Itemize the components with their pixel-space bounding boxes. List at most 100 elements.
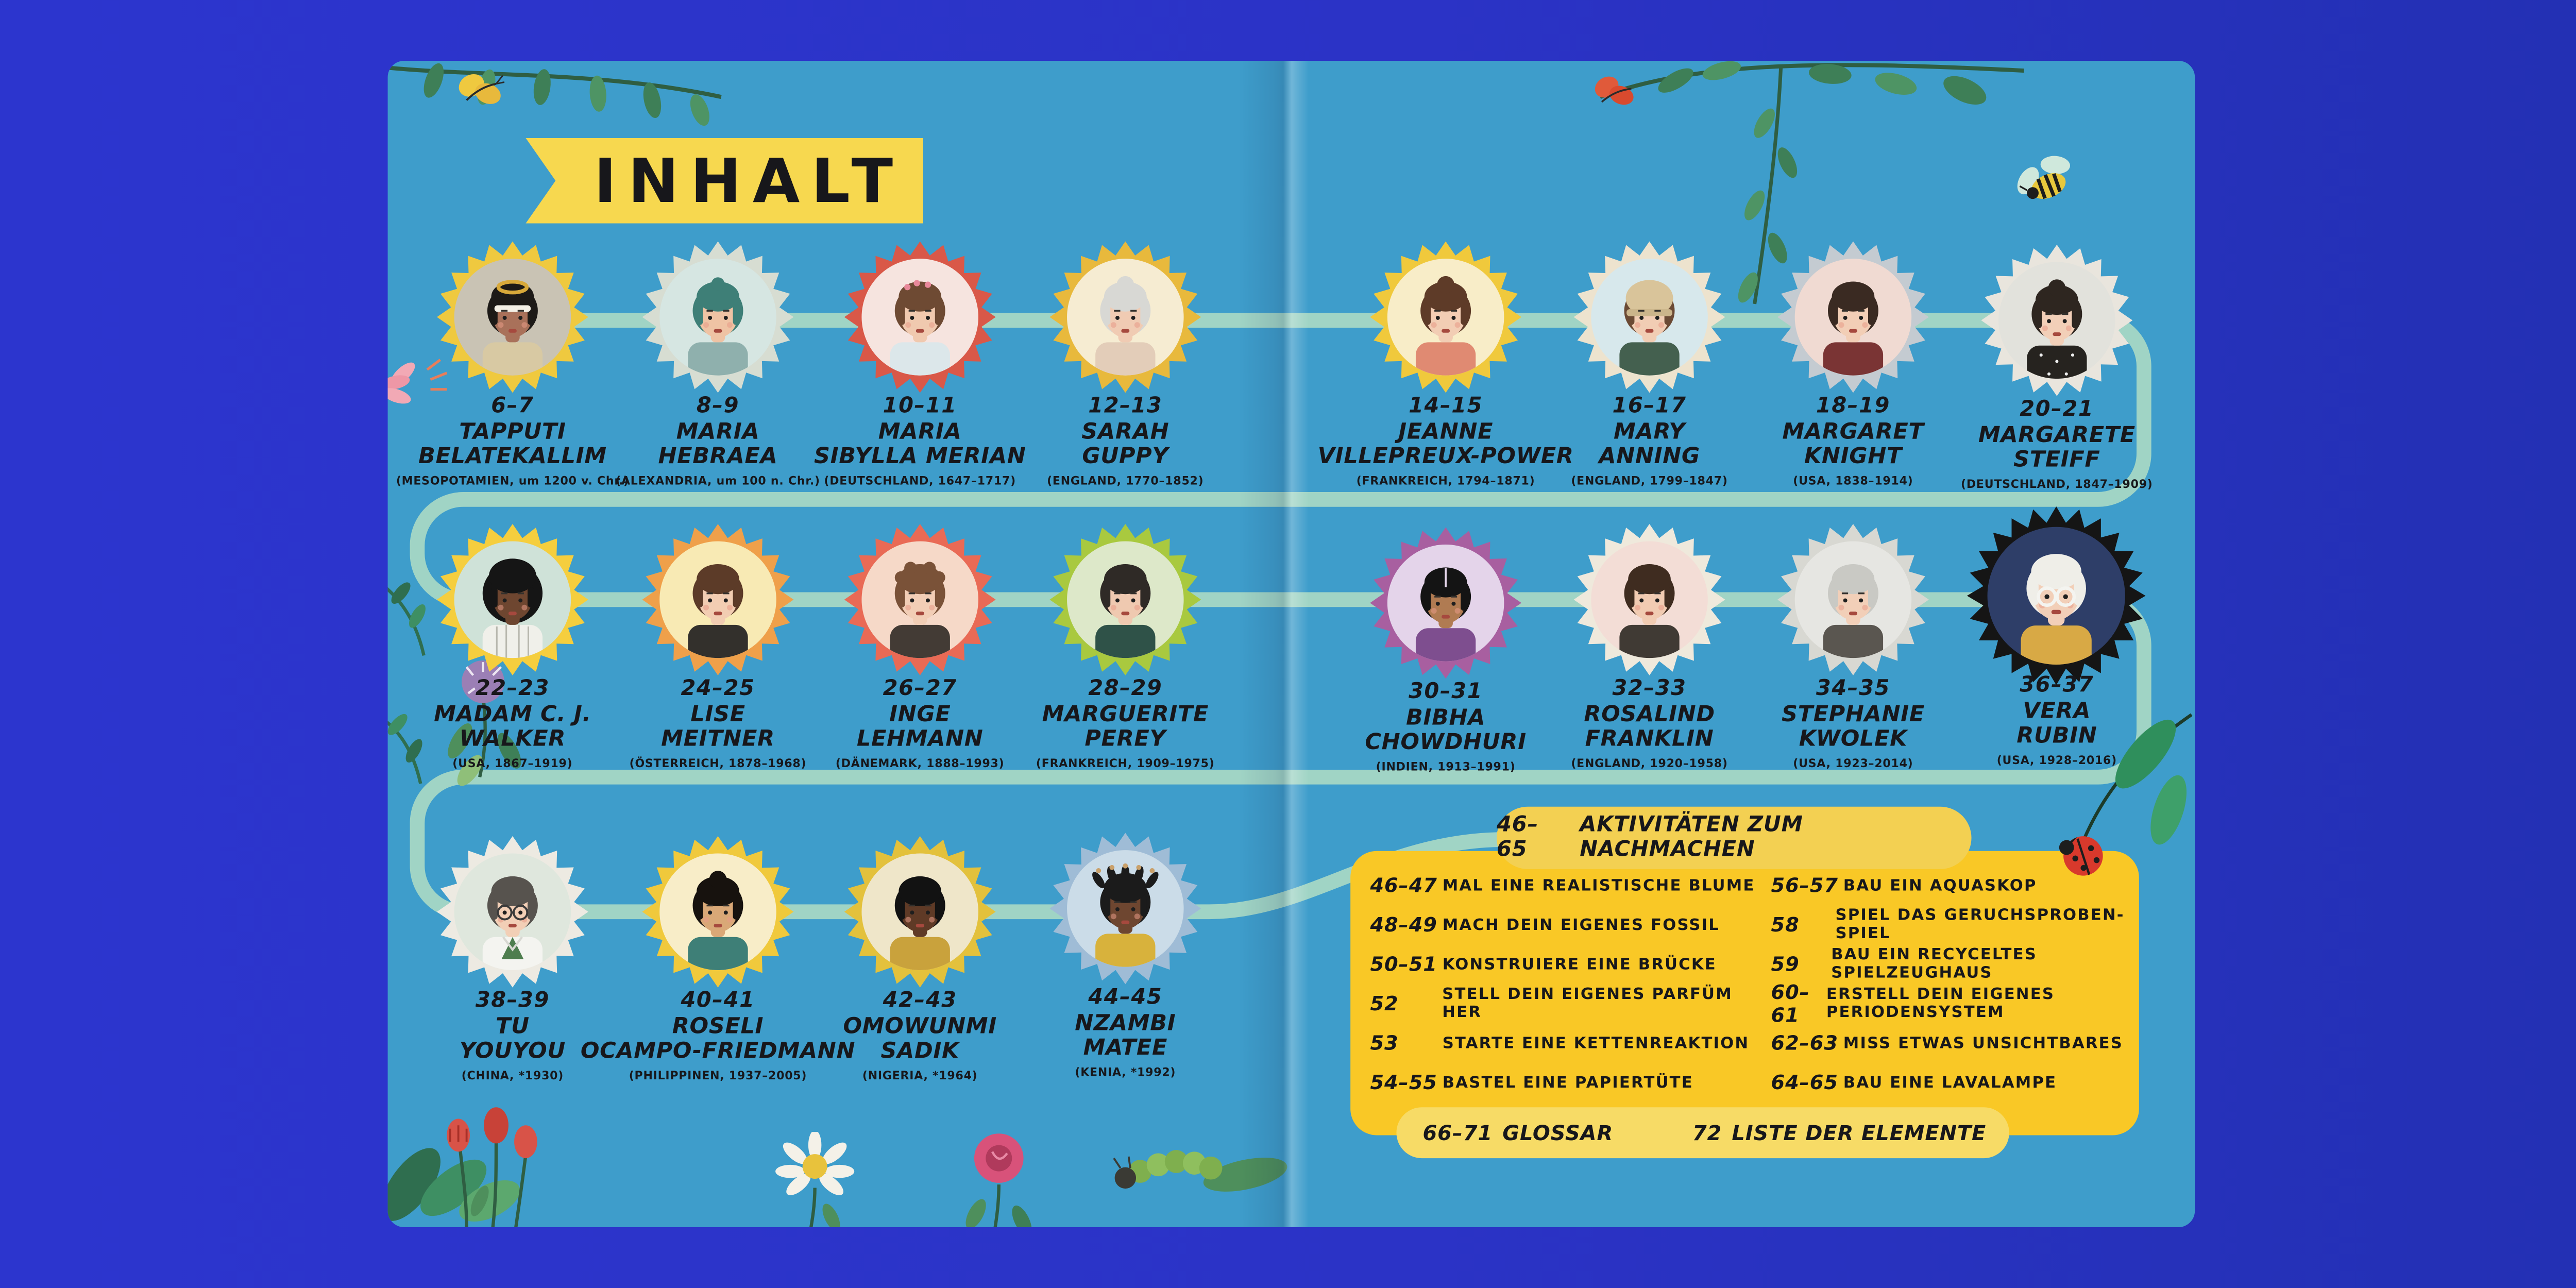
toc-entry-text: 22–23 MADAM C. J. WALKER (USA, 1867–1919) <box>388 677 669 770</box>
toc-name: TAPPUTI BELATEKALLIM <box>418 419 607 470</box>
glossar-label: GLOSSAR <box>1502 1120 1614 1145</box>
activity-title: BAU EINE LAVALAMPE <box>1843 1073 2057 1092</box>
activity-title: MACH DEIN EIGENES FOSSIL <box>1442 916 1720 934</box>
yellow-butterfly <box>459 74 505 104</box>
activity-pages: 46–47 <box>1370 874 1437 897</box>
toc-entry-portrait <box>1367 238 1524 402</box>
activity-row: 48–49 MACH DEIN EIGENES FOSSIL <box>1370 905 1777 945</box>
toc-pages: 42–43 <box>883 989 957 1014</box>
ladybug <box>2059 836 2103 876</box>
caterpillar-body <box>1113 1150 1223 1189</box>
activity-title: SPIEL DAS GERUCHSPROBEN-SPIEL <box>1835 907 2125 943</box>
toc-pages: 24–25 <box>681 676 755 702</box>
activity-pages: 52 <box>1370 992 1399 1015</box>
toc-entry-text: 20–21 MARGARETE STEIFF (DEUTSCHLAND, 1847–1… <box>1901 398 2195 490</box>
toc-entry-text: 24–25 LISE MEITNER (ÖSTERREICH, 1878–1968) <box>562 677 874 770</box>
toc-entry-text: 42–43 OMOWUNMI SADIK (NIGERIA, *1964) <box>764 989 1076 1082</box>
toc-pages: 16–17 <box>1612 394 1687 419</box>
toc-name: ROSALIND FRANKLIN <box>1584 701 1715 753</box>
toc-caption: (ENGLAND, 1770–1852) <box>1047 473 1204 487</box>
portrait-medallion-icon <box>1049 241 1201 393</box>
activity-title: BAU EIN AQUASKOP <box>1843 876 2037 895</box>
purple-flower <box>448 660 521 786</box>
portrait-medallion-icon <box>1049 833 1201 985</box>
toc-caption: (MESOPOTAMIEN, um 1200 v. Chr.) <box>396 473 629 487</box>
portrait-medallion-icon <box>844 241 996 393</box>
toc-caption: (KENIA, *1992) <box>1075 1065 1176 1079</box>
toc-pages: 34–35 <box>1816 676 1890 702</box>
activities-left-column: 46–47 MAL EINE REALISTISCHE BLUME 48–49 MAC… <box>1370 866 1777 1102</box>
activity-pages: 50–51 <box>1370 953 1437 976</box>
toc-name: LISE MEITNER <box>661 701 775 753</box>
toc-name: MARGUERITE PEREY <box>1042 701 1209 753</box>
bee <box>2017 156 2070 199</box>
activity-row: 62–63 MISS ETWAS UNSICHTBARES <box>1771 1024 2143 1063</box>
toc-name: MARGARETE STEIFF <box>1978 422 2136 473</box>
toc-pages: 20–21 <box>2020 397 2094 422</box>
portrait-medallion-icon <box>1573 523 1725 675</box>
toc-pages: 22–23 <box>475 676 550 702</box>
activity-title: KONSTRUIERE EINE BRÜCKE <box>1442 955 1717 974</box>
toc-entry-portrait <box>639 833 796 997</box>
portrait-medallion-icon <box>642 241 794 393</box>
portrait-medallion-icon <box>1370 527 1522 679</box>
toc-entry-text: 40–41 ROSELI OCAMPO-FRIEDMANN (PHILIPPINEN,… <box>562 989 874 1082</box>
activities-header-title: AKTIVITÄTEN ZUM NACHMACHEN <box>1580 813 1803 863</box>
portrait-medallion-icon <box>1981 244 2133 396</box>
toc-pages: 32–33 <box>1612 676 1687 702</box>
toc-pages: 14–15 <box>1409 394 1483 419</box>
toc-pages: 8–9 <box>696 394 740 419</box>
activity-pages: 48–49 <box>1370 913 1437 937</box>
toc-entry-portrait <box>434 238 591 402</box>
portrait-medallion-icon <box>1967 507 2146 686</box>
toc-caption: (ÖSTERREICH, 1878–1968) <box>629 756 807 770</box>
toc-name: SARAH GUPPY <box>1081 419 1170 470</box>
toc-caption: (INDIEN, 1913–1991) <box>1376 759 1516 773</box>
activity-pages: 58 <box>1771 913 1800 937</box>
toc-name: STEPHANIE KWOLEK <box>1781 701 1925 753</box>
activities-box <box>1350 851 2139 1136</box>
top-right-vine <box>1599 61 2024 304</box>
toc-pages: 30–31 <box>1409 680 1483 705</box>
activity-row: 50–51 KONSTRUIERE EINE BRÜCKE <box>1370 945 1777 985</box>
activity-pages: 62–63 <box>1771 1031 1838 1055</box>
toc-entry-portrait <box>1774 521 1932 685</box>
portrait-medallion-icon <box>844 523 996 675</box>
toc-name: JEANNE VILLEPREUX-POWER <box>1317 419 1574 470</box>
toc-name: MARY ANNING <box>1599 419 1700 470</box>
activity-row: 64–65 BAU EINE LAVALAMPE <box>1771 1063 2143 1103</box>
toc-entry-text: 38–39 TU YOUYOU (CHINA, *1930) <box>388 989 669 1082</box>
activities-header-pill: 46–65 AKTIVITÄTEN ZUM NACHMACHEN <box>1496 806 1972 869</box>
toc-name: INGE LEHMANN <box>856 701 984 753</box>
toc-pages: 12–13 <box>1088 394 1163 419</box>
toc-entry-portrait <box>639 238 796 402</box>
toc-entry-portrait <box>841 521 999 685</box>
portrait-medallion-icon <box>642 523 794 675</box>
activity-title: BAU EIN RECYCELTES SPIELZEUGHAUS <box>1831 946 2038 982</box>
toc-caption: (ENGLAND, 1920–1958) <box>1571 756 1728 770</box>
toc-pages: 18–19 <box>1816 394 1890 419</box>
activity-row: 53 STARTE EINE KETTENREAKTION <box>1370 1024 1777 1063</box>
pink-bloom <box>965 1133 1032 1228</box>
toc-pages: 28–29 <box>1088 676 1163 702</box>
toc-spread-page: INHALT 46–65 AKTIVITÄTEN ZUM NACHMACHEN … <box>387 60 2195 1228</box>
activity-title: ERSTELL DEIN EIGENES PERIODENSYSTEM <box>1826 986 2055 1022</box>
activity-title: MISS ETWAS UNSICHTBARES <box>1843 1034 2124 1053</box>
toc-caption: (USA, 1867–1919) <box>452 756 573 770</box>
activities-header-pages: 46–65 <box>1496 813 1539 863</box>
toc-entry-portrait <box>1046 238 1204 402</box>
ladybug-on-leaf <box>2059 713 2193 876</box>
toc-entry-text: 30–31 BIBHA CHOWDHURI (INDIEN, 1913–1991) <box>1290 680 1602 773</box>
activity-row: 58 SPIEL DAS GERUCHSPROBEN-SPIEL <box>1771 905 2143 945</box>
glossary-footer-bar: 66–71 GLOSSAR 72 LISTE DER ELEMENTE <box>1396 1107 2009 1159</box>
toc-name: OMOWUNMI SADIK <box>843 1013 997 1065</box>
activity-pages: 60–61 <box>1771 980 1810 1027</box>
portrait-medallion-icon <box>436 523 588 675</box>
toc-entry-portrait <box>841 833 999 997</box>
portrait-medallion-icon <box>1370 241 1522 393</box>
activity-title: BASTEL EINE PAPIERTÜTE <box>1442 1073 1693 1092</box>
toc-entry-portrait <box>1964 503 2150 696</box>
toc-entry-portrait <box>1046 829 1204 994</box>
daisy <box>775 1132 855 1228</box>
